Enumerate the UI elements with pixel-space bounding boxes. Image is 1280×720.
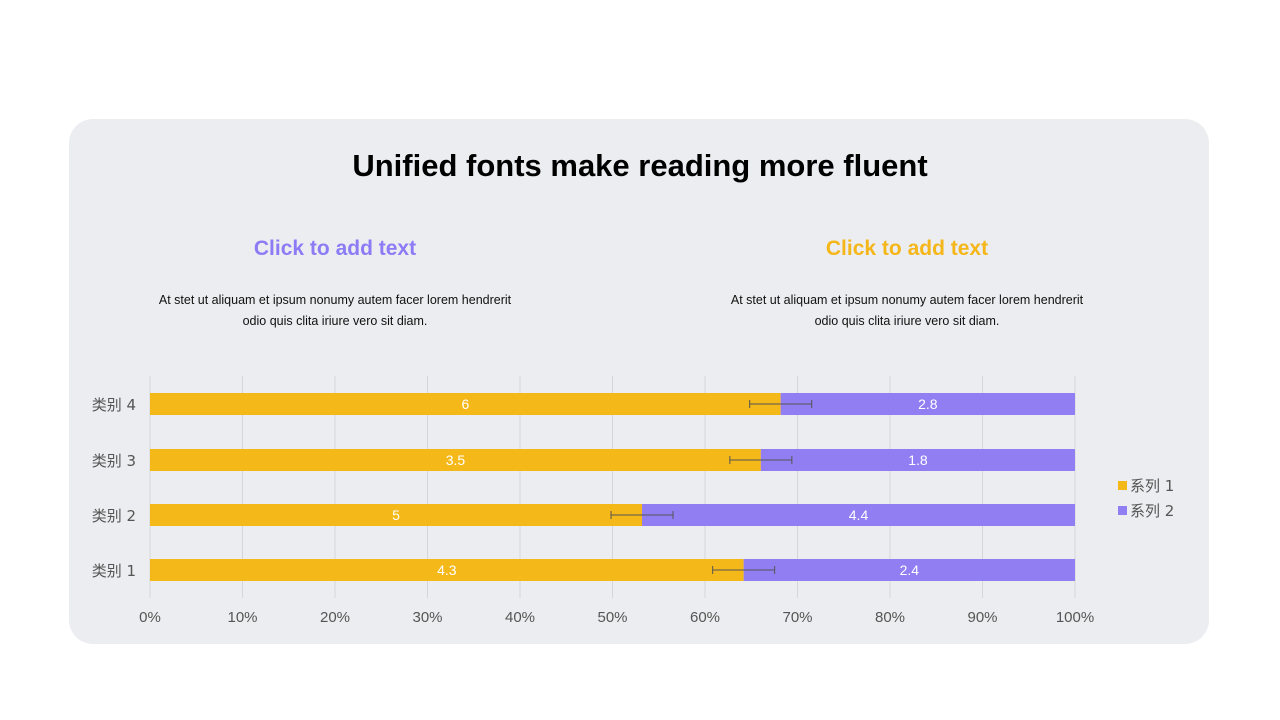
x-tick-label: 0%: [139, 609, 161, 626]
right-body-line-1: At stet ut aliquam et ipsum nonumy autem…: [730, 293, 1084, 307]
x-tick-label: 10%: [227, 609, 257, 626]
bar-series-1[interactable]: [150, 449, 761, 471]
bar-series-1[interactable]: [150, 559, 744, 581]
x-tick-label: 100%: [1056, 609, 1094, 626]
bar-series-2[interactable]: [780, 393, 1075, 415]
bar-series-2[interactable]: [642, 504, 1075, 526]
bar-series-1[interactable]: [150, 504, 643, 526]
right-column-body[interactable]: At stet ut aliquam et ipsum nonumy autem…: [707, 290, 1107, 332]
data-label-series-2: 1.8: [908, 452, 928, 468]
x-tick-label: 60%: [690, 609, 720, 626]
category-label: 类别 1: [92, 562, 136, 580]
legend-label[interactable]: 系列 1: [1130, 477, 1174, 495]
data-label-series-1: 6: [461, 396, 469, 412]
data-label-series-1: 3.5: [446, 452, 466, 468]
left-column-body[interactable]: At stet ut aliquam et ipsum nonumy autem…: [135, 290, 535, 332]
right-body-line-2: odio quis clita iriure vero sit diam.: [814, 314, 1000, 328]
right-column-heading[interactable]: Click to add text: [825, 237, 989, 260]
x-tick-label: 70%: [782, 609, 812, 626]
legend-swatch: [1118, 506, 1127, 515]
data-label-series-2: 4.4: [849, 507, 869, 523]
bar-series-1[interactable]: [150, 393, 781, 415]
data-label-series-2: 2.8: [918, 396, 938, 412]
bar-series-2[interactable]: [743, 559, 1075, 581]
x-tick-label: 30%: [412, 609, 442, 626]
x-tick-label: 40%: [505, 609, 535, 626]
x-tick-label: 80%: [875, 609, 905, 626]
x-tick-label: 20%: [320, 609, 350, 626]
data-label-series-1: 4.3: [437, 562, 457, 578]
category-label: 类别 4: [92, 396, 136, 414]
left-body-line-1: At stet ut aliquam et ipsum nonumy autem…: [158, 293, 512, 307]
left-column-heading[interactable]: Click to add text: [253, 237, 417, 260]
data-label-series-2: 2.4: [900, 562, 920, 578]
page-title: Unified fonts make reading more fluent: [352, 148, 928, 183]
content-card: [69, 119, 1209, 644]
bar-series-2[interactable]: [760, 449, 1075, 471]
legend-label[interactable]: 系列 2: [1130, 502, 1174, 520]
x-tick-label: 50%: [597, 609, 627, 626]
data-label-series-1: 5: [392, 507, 400, 523]
legend-swatch: [1118, 481, 1127, 490]
left-body-line-2: odio quis clita iriure vero sit diam.: [242, 314, 428, 328]
category-label: 类别 3: [92, 452, 136, 470]
category-label: 类别 2: [92, 507, 136, 525]
x-tick-label: 90%: [967, 609, 997, 626]
